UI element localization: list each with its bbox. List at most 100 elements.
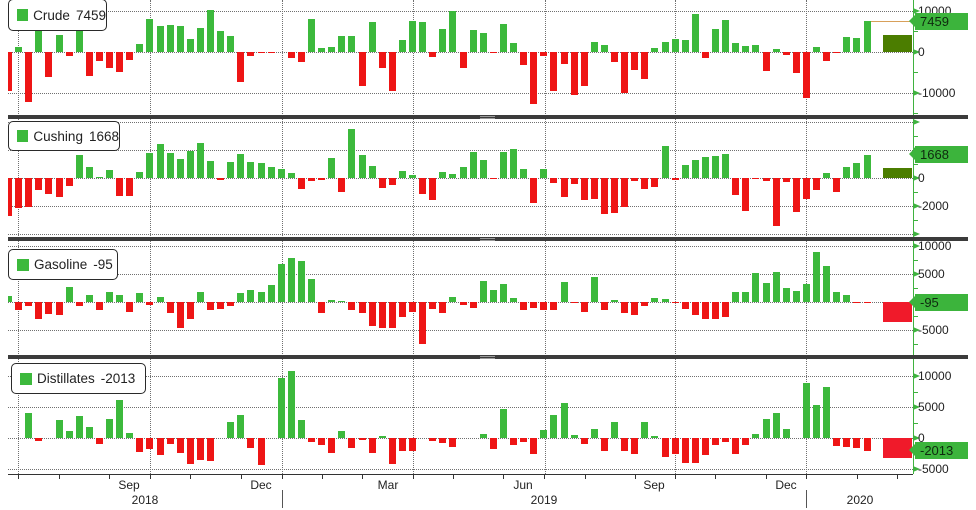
bar-negative [166,302,174,313]
bar-negative [429,178,437,200]
bar-positive [843,36,851,52]
x-axis-tick [109,474,110,479]
x-axis-tick [675,474,676,479]
y-axis-label: -2000 [918,199,949,214]
bar-positive [449,173,457,178]
bar-negative [267,51,275,53]
axis-tick-arrow-icon [913,118,920,125]
bar-negative [530,178,538,203]
bar-positive [863,154,871,178]
legend-box: Gasoline -95 [8,249,118,280]
bar-negative [722,302,730,318]
bar-negative [742,438,750,446]
plot-area [8,0,913,115]
y-axis-label: -5000 [918,323,949,337]
bar-positive [772,272,780,302]
bar-positive [499,23,507,52]
bar-positive [297,260,305,302]
panel-separator[interactable] [8,115,968,119]
bar-positive [560,282,568,302]
legend-value: 1668 [88,128,119,144]
x-axis-tick [190,474,191,479]
bar-positive [186,151,194,178]
axis-tick-arrow-icon [913,89,920,96]
bar-negative [540,51,548,56]
year-divider [282,490,283,508]
bar-positive [308,279,315,302]
bar-positive [489,290,497,302]
bar-negative [409,302,416,312]
right-y-axis: 10000 5000 0 -5000 -2013 [909,359,976,476]
resize-grip-icon[interactable] [480,356,495,359]
bar-positive [146,18,154,52]
bar-positive [398,39,406,52]
axis-minor-tick [913,288,918,289]
bar-negative [530,438,538,455]
bar-negative [489,178,497,179]
bar-positive [247,161,255,178]
bar-positive [267,166,275,178]
bar-negative [439,302,447,314]
axis-minor-tick [913,316,918,317]
bar-negative [701,302,709,319]
x-axis-tick [857,474,858,479]
axis-tick-arrow-icon [913,372,920,379]
bar-positive [772,412,780,438]
y-axis-label: 0 [918,171,925,185]
bar-positive [277,378,285,439]
right-y-axis: 10000 0 -10000 7459 [909,0,976,115]
bar-positive [661,299,669,302]
bar-positive [277,168,285,178]
legend-label: Cushing [33,128,83,144]
bar-negative [752,178,760,180]
bar-negative [207,438,214,462]
bar-positive [419,22,427,52]
bar-negative [116,178,124,196]
horizontal-gridline [8,121,913,123]
bar-negative [802,51,810,99]
bar-positive [661,41,669,52]
bar-positive [802,382,810,438]
bar-negative [782,178,790,182]
bar-positive [15,47,23,52]
panel-separator[interactable] [8,355,968,359]
bar-negative [701,438,709,456]
bar-negative [550,302,558,310]
bar-negative [65,51,73,57]
panel-separator[interactable] [8,237,968,241]
bar-negative [45,178,53,194]
bar-negative [25,51,33,103]
x-axis-year-label: 2020 [846,493,874,507]
bar-positive [752,273,760,302]
bar-positive [126,433,134,438]
axis-minor-tick [913,113,918,115]
x-axis-tick [635,474,636,479]
bar-negative [368,438,376,454]
bar-positive [752,44,760,52]
horizontal-gridline [8,375,913,377]
bar-negative [378,302,386,328]
panel-distillates: 10000 5000 0 -5000 -2013 Distillates -2013 [0,359,976,476]
bar-negative [328,438,336,454]
bar-positive [691,13,699,52]
bar-positive [540,430,548,439]
bar-negative [227,302,235,306]
bar-negative [186,438,194,465]
bar-positive [681,39,689,52]
bar-negative [85,51,93,76]
resize-grip-icon[interactable] [480,238,495,241]
bar-positive [762,419,770,438]
resize-grip-icon[interactable] [480,116,495,119]
bar-positive [328,46,336,52]
bar-positive [136,293,144,302]
bar-positive [136,43,144,52]
bar-negative [318,438,326,446]
bar-positive [318,47,326,52]
bar-negative [459,302,467,305]
bar-negative [378,51,386,68]
bar-positive [75,416,83,439]
bar-negative [308,438,315,443]
latest-value-line [870,21,913,23]
bar-positive [136,171,144,178]
